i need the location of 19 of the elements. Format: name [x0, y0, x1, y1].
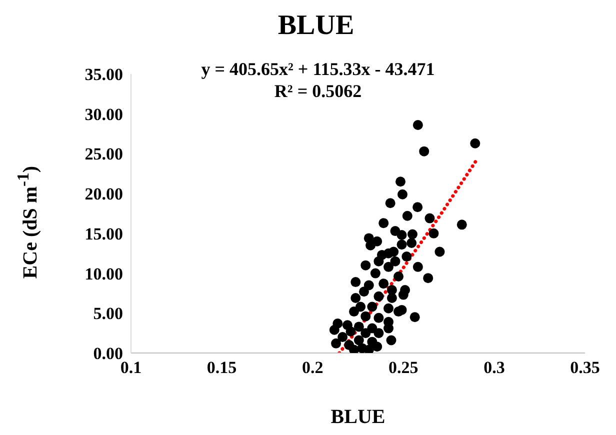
x-tick-label: 0.3 [484, 358, 505, 378]
x-tick-label: 0.2 [302, 358, 324, 378]
x-tick-label: 0.15 [206, 358, 237, 378]
x-tick-label: 0.35 [570, 358, 600, 378]
y-tick-label: 30.00 [84, 104, 123, 124]
x-tick-label: 0.25 [388, 358, 418, 378]
x-tick-label: 0.1 [120, 358, 142, 378]
y-tick-label: 10.00 [84, 264, 123, 284]
y-tick-label: 35.00 [84, 65, 123, 84]
y-tick-label: 25.00 [84, 144, 123, 164]
chart-title: BLUE [276, 10, 356, 42]
y-tick-label: 0.00 [93, 344, 123, 364]
y-tick-label: 5.00 [93, 304, 123, 324]
y-tick-label: 20.00 [84, 184, 123, 204]
line-series [338, 159, 478, 353]
x-axis-title: BLUE [330, 406, 386, 429]
annotation: R² = 0.5062 [273, 80, 363, 102]
y-tick-label: 15.00 [84, 224, 123, 244]
annotation: y = 405.65x² + 115.33x - 43.471 [200, 58, 436, 80]
